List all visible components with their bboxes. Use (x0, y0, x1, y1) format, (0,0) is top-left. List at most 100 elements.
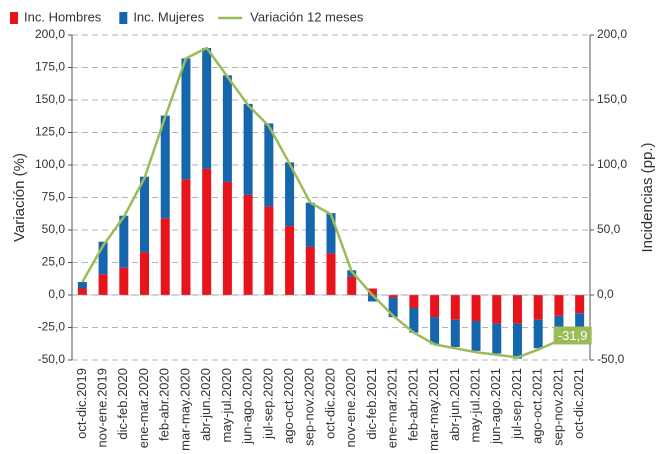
x-tick-label: jun-ago.2021 (488, 368, 503, 445)
bar (305, 202, 315, 247)
x-tick-label: oct-dic.2019 (74, 368, 89, 439)
bar (140, 252, 150, 295)
bar (77, 288, 87, 295)
bar (181, 179, 191, 295)
bar (512, 295, 522, 324)
bar (119, 267, 129, 295)
bar (202, 168, 212, 295)
x-tick-label: sep-nov.2020 (302, 368, 317, 446)
bar (554, 315, 564, 336)
y-tick-label: 200,0 (35, 27, 65, 41)
x-tick-label: dic-feb.2021 (364, 368, 379, 440)
y-axis-title: Variación (%) (11, 153, 28, 242)
x-tick-label: oct-dic.2021 (571, 368, 586, 439)
y2-tick-label: -50,0 (597, 352, 625, 366)
x-tick-label: mar-may.2020 (177, 368, 192, 451)
bar (98, 274, 108, 295)
x-tick-label: sep-nov.2021 (550, 368, 565, 446)
data-label-bg (553, 326, 592, 345)
bar (160, 218, 170, 295)
bar (326, 213, 336, 254)
x-tick-label: abr-jun.2021 (447, 368, 462, 441)
bar (285, 162, 295, 227)
y-tick-label: -50,0 (38, 352, 66, 366)
bar (492, 295, 502, 324)
legend-label: Variación 12 meses (250, 9, 364, 24)
x-tick-label: feb-abr.2021 (405, 368, 420, 441)
bar (471, 295, 481, 321)
bar (347, 270, 357, 277)
y-tick-label: 100,0 (35, 157, 65, 171)
y-tick-label: 150,0 (35, 92, 65, 106)
x-tick-label: feb-abr.2020 (157, 368, 172, 441)
y-tick-label: 125,0 (35, 125, 65, 139)
bar (264, 123, 274, 207)
x-tick-label: oct-dic.2020 (322, 368, 337, 439)
bar (264, 206, 274, 295)
legend-label: Inc. Hombres (24, 9, 102, 24)
bar (409, 295, 419, 308)
bar (554, 295, 564, 316)
bar (98, 241, 108, 275)
bar (222, 181, 232, 295)
bar (430, 295, 440, 318)
bar (347, 276, 357, 295)
y-tick-label: 50,0 (42, 222, 66, 236)
y-tick-label: -25,0 (38, 320, 66, 334)
bar (202, 48, 212, 169)
x-tick-label: jul-sep.2020 (260, 368, 275, 440)
bar (533, 295, 543, 320)
bar (140, 176, 150, 253)
y2-tick-label: 150,0 (597, 92, 627, 106)
y2-tick-label: 50,0 (597, 222, 621, 236)
bar (367, 295, 377, 302)
line (81, 46, 580, 359)
bar (367, 288, 377, 295)
bar (512, 323, 522, 359)
x-tick-label: ene-mar.2021 (385, 368, 400, 448)
bar (326, 253, 336, 295)
bar (430, 317, 440, 345)
bar (450, 319, 460, 347)
bar (181, 58, 191, 180)
y2-tick-label: 0,0 (597, 287, 614, 301)
y2-tick-label: 200,0 (597, 27, 627, 41)
x-tick-label: nov-ene.2019 (95, 368, 110, 448)
bar (285, 226, 295, 295)
y-tick-label: 75,0 (42, 190, 66, 204)
x-tick-label: ene-mar.2020 (136, 368, 151, 448)
bar (243, 194, 253, 295)
bar (305, 246, 315, 295)
y2-axis-title: Incidencias (pp.) (639, 142, 656, 252)
bar (388, 295, 398, 298)
bar (575, 295, 585, 314)
bar (409, 308, 419, 333)
x-tick-label: may-jul.2020 (219, 368, 234, 442)
bar (243, 103, 253, 195)
x-tick-label: jul-sep.2021 (509, 368, 524, 440)
x-tick-label: may-jul.2021 (467, 368, 482, 442)
bar (450, 295, 460, 320)
x-tick-label: jun-ago.2020 (240, 368, 255, 445)
bar (77, 282, 87, 289)
x-tick-label: dic-feb.2020 (115, 368, 130, 440)
bar (388, 297, 398, 318)
data-label-text: -31,9 (558, 328, 588, 343)
x-tick-label: nov-ene.2020 (343, 368, 358, 448)
x-tick-label: abr-jun.2020 (198, 368, 213, 441)
y-tick-label: 175,0 (35, 60, 65, 74)
bar (533, 319, 543, 349)
legend-swatch (10, 12, 18, 24)
bar (160, 115, 170, 219)
x-tick-label: mar-may.2021 (426, 368, 441, 451)
bar (119, 215, 129, 268)
x-tick-label: ago-oct.2020 (281, 368, 296, 444)
bar (492, 323, 502, 354)
bar (575, 313, 585, 336)
legend-label: Inc. Mujeres (133, 9, 204, 24)
y2-tick-label: 100,0 (597, 157, 627, 171)
data-label: -31,9 (553, 326, 592, 345)
y-tick-label: 25,0 (42, 255, 66, 269)
x-tick-label: ago-oct.2021 (530, 368, 545, 444)
